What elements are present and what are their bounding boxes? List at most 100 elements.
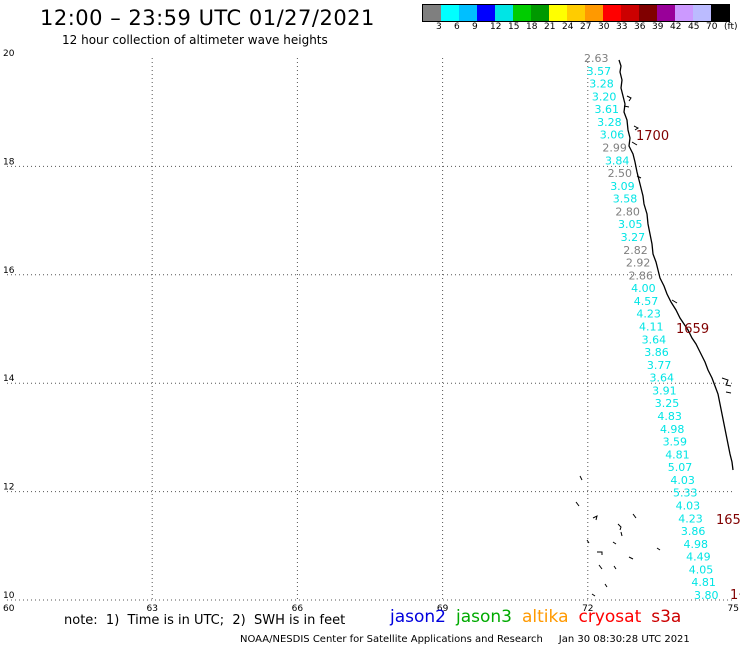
coastline (618, 59, 734, 471)
color-swatch (459, 5, 477, 21)
color-scale-label: 9 (472, 22, 478, 32)
wave-height-value: 4.23 (636, 308, 661, 321)
wave-height-value: 2.99 (602, 142, 627, 155)
color-scale-label: 45 (688, 22, 700, 32)
wave-height-value: 4.11 (639, 321, 664, 334)
wave-height-value: 3.64 (642, 333, 667, 346)
color-swatch (423, 5, 441, 21)
satellite-name: jason3 (456, 607, 512, 627)
satellite-name: cryosat (578, 607, 642, 627)
wave-height-value: 3.86 (681, 525, 706, 538)
color-swatch (549, 5, 567, 21)
color-scale-label: 15 (508, 22, 520, 32)
wave-height-value: 3.09 (610, 180, 635, 193)
color-swatch (603, 5, 621, 21)
color-swatch (567, 5, 585, 21)
wave-height-value: 5.07 (668, 461, 693, 474)
color-scale-label: 39 (652, 22, 664, 32)
wave-height-value: 3.64 (649, 372, 674, 385)
satellite-name: s3a (651, 607, 682, 627)
color-scale-label: 6 (454, 22, 460, 32)
color-scale-label: 24 (562, 22, 574, 32)
wave-height-value: 4.81 (665, 448, 690, 461)
wave-height-value: 4.98 (660, 423, 685, 436)
wave-height-value: 3.57 (587, 65, 612, 78)
footer-note: note: 1) Time is in UTC; 2) SWH is in fe… (64, 613, 346, 628)
wave-height-value: 3.80 (694, 589, 719, 602)
wave-height-value: 3.28 (597, 116, 622, 129)
wave-height-value: 3.86 (644, 346, 669, 359)
island-fragments (575, 475, 661, 597)
color-swatch (657, 5, 675, 21)
wave-height-value: 3.84 (605, 154, 630, 167)
color-scale-bar (422, 4, 730, 22)
map-grid (7, 58, 733, 601)
color-scale-label: 42 (670, 22, 682, 32)
satellite-legend: jason2 jason3 altika cryosat s3a (390, 607, 691, 627)
wave-height-value: 3.91 (652, 384, 677, 397)
color-swatch (693, 5, 711, 21)
color-scale-label: 27 (580, 22, 592, 32)
wave-height-value: 2.50 (608, 167, 633, 180)
color-scale-label: 30 (598, 22, 610, 32)
color-swatch (441, 5, 459, 21)
y-tick-label: 16 (3, 266, 15, 276)
wave-height-value: 3.20 (592, 90, 617, 103)
color-scale-label: 33 (616, 22, 628, 32)
y-tick-label: 12 (3, 483, 14, 493)
color-scale-label: (ft) (724, 22, 738, 32)
wave-height-value: 3.25 (655, 397, 680, 410)
page-title: 12:00 – 23:59 UTC 01/27/2021 (40, 6, 375, 30)
satellite-name: jason2 (390, 607, 446, 627)
y-tick-label: 20 (3, 49, 15, 59)
color-scale-label: 36 (634, 22, 646, 32)
x-tick-label: 69 (437, 604, 449, 614)
color-swatch (675, 5, 693, 21)
time-labels: 1700 1659 165 1· (636, 129, 740, 603)
wave-height-value: 4.05 (689, 563, 714, 576)
y-tick-label: 10 (3, 591, 15, 601)
y-tick-label: 14 (3, 374, 15, 384)
satellite-name: altika (522, 607, 569, 627)
color-swatch (513, 5, 531, 21)
x-tick-label: 75 (728, 604, 739, 614)
wave-height-value: 2.92 (626, 257, 651, 270)
wave-height-value: 4.00 (631, 282, 656, 295)
wave-height-value: 4.81 (691, 576, 716, 589)
footer-credit: NOAA/NESDIS Center for Satellite Applica… (240, 634, 690, 645)
y-tick-label: 18 (3, 157, 15, 167)
color-swatch (531, 5, 549, 21)
time-label: 1· (730, 588, 740, 603)
color-scale-label: 21 (544, 22, 556, 32)
wave-height-value: 2.80 (615, 205, 640, 218)
wave-height-value: 4.83 (657, 410, 682, 423)
color-scale-label: 3 (436, 22, 442, 32)
color-swatch (621, 5, 639, 21)
wave-height-value: 3.61 (594, 103, 619, 116)
wave-height-value: 3.77 (647, 359, 672, 372)
time-label: 1659 (676, 322, 709, 337)
wave-height-value: 3.05 (618, 218, 643, 231)
color-swatch (585, 5, 603, 21)
color-swatch (711, 5, 729, 21)
coastline-details (623, 95, 732, 394)
color-swatch (477, 5, 495, 21)
color-scale-label: 70 (706, 22, 718, 32)
wave-height-value: 4.98 (684, 538, 709, 551)
wave-height-value: 5.33 (673, 487, 698, 500)
wave-height-value: 2.63 (584, 52, 609, 65)
axis-tick-labels: 60 63 66 69 72 75 20 18 16 14 12 10 (3, 49, 739, 614)
wave-height-value: 3.58 (613, 193, 638, 206)
x-tick-label: 63 (146, 604, 157, 614)
wave-height-value: 3.59 (663, 436, 688, 449)
wave-height-value: 3.06 (600, 129, 625, 142)
wave-height-value: 4.23 (678, 512, 703, 525)
color-swatch (639, 5, 657, 21)
wave-height-values: 2.633.573.283.203.613.283.062.993.842.50… (584, 52, 719, 602)
wave-height-value: 2.82 (623, 244, 648, 257)
wave-height-value: 4.49 (686, 551, 711, 564)
x-tick-label: 60 (3, 604, 15, 614)
color-swatch (495, 5, 513, 21)
time-label: 165 (716, 513, 740, 528)
